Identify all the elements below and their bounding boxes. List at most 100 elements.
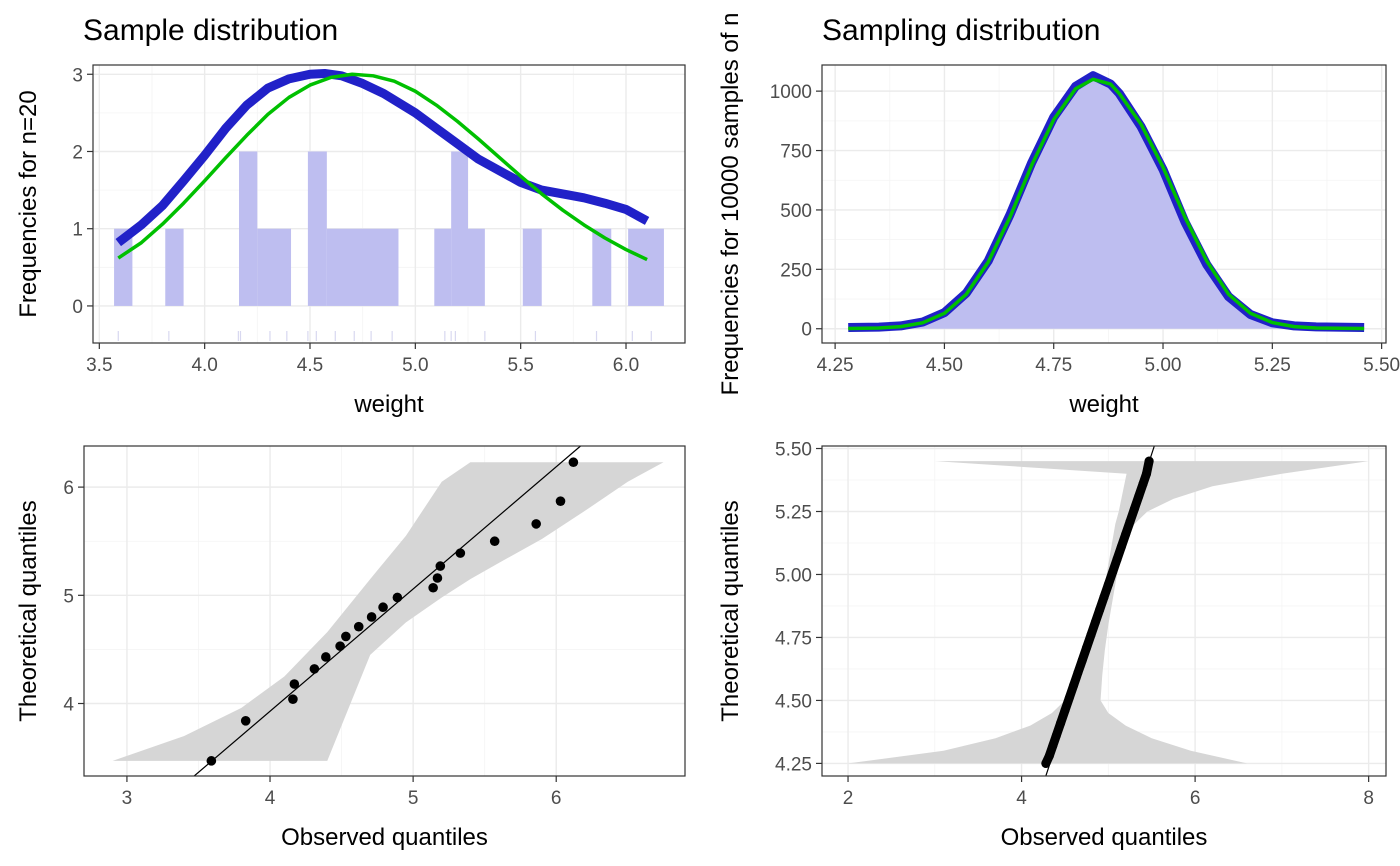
y-tick-label: 0 xyxy=(72,297,83,318)
histogram-area xyxy=(848,76,1365,329)
axes: 4.25 4.50 4.75 5.00 5.25 5.50 0 250 500 750 1000 xyxy=(770,82,1400,376)
data-point xyxy=(353,621,364,632)
x-tick-label: 6 xyxy=(551,788,562,809)
x-tick-label: 8 xyxy=(1363,788,1374,809)
data-point xyxy=(1142,469,1152,479)
data-point xyxy=(1056,718,1066,728)
x-axis-title: weight xyxy=(1068,391,1139,418)
data-point xyxy=(455,548,466,558)
y-tick-label: 0 xyxy=(801,320,812,341)
reference-line xyxy=(193,446,581,776)
rug xyxy=(117,331,652,341)
y-tick-label: 5.00 xyxy=(775,565,812,586)
data-point xyxy=(1051,731,1061,741)
data-point xyxy=(1069,680,1079,690)
y-axis-title: Frequencies for n=20 xyxy=(15,90,42,317)
y-tick-label: 1 xyxy=(72,220,83,241)
y-axis-title: Theoretical quantiles xyxy=(15,500,42,721)
panel-border xyxy=(821,64,1387,344)
data-point xyxy=(1048,741,1058,751)
x-tick-label: 2 xyxy=(843,788,854,809)
data-point xyxy=(1095,605,1105,615)
plot-content xyxy=(848,71,1365,333)
data-point xyxy=(531,519,541,529)
data-point xyxy=(335,641,345,651)
y-tick-label: 5 xyxy=(63,586,74,607)
histogram-bar xyxy=(468,228,485,306)
panel-border xyxy=(83,445,686,777)
x-axis-title: weight xyxy=(353,391,424,418)
data-point xyxy=(366,612,377,622)
data-point xyxy=(341,631,351,642)
data-point xyxy=(392,592,403,603)
data-point xyxy=(555,496,566,506)
axes: 3.5 4.0 4.5 5.0 5.5 6.0 0 1 2 3 xyxy=(72,65,639,376)
data-point xyxy=(1082,643,1092,653)
y-axis-title: Frequencies for 10000 samples of n xyxy=(717,13,744,396)
histogram-bar xyxy=(326,228,399,306)
histogram-bar xyxy=(451,151,469,306)
data-point xyxy=(1121,529,1131,539)
plot-content xyxy=(112,446,664,776)
data-point xyxy=(1144,456,1154,466)
data-point xyxy=(288,694,298,704)
sample-qq-panel: 3 4 5 6 4 5 6 Observed quantiles Theoretical qua… xyxy=(15,445,686,851)
x-tick-label: 4.5 xyxy=(297,355,323,376)
y-tick-label: 250 xyxy=(780,260,812,281)
data-point xyxy=(1090,617,1100,627)
x-tick-label: 5.25 xyxy=(1254,355,1291,376)
y-axis-title: Theoretical quantiles xyxy=(717,500,744,721)
data-point xyxy=(240,716,251,726)
x-tick-label: 5.50 xyxy=(1363,355,1400,376)
normal-fit-line xyxy=(117,72,648,262)
data-point xyxy=(321,652,331,662)
data-point xyxy=(206,756,217,766)
x-tick-label: 4.50 xyxy=(926,355,963,376)
data-point xyxy=(1103,580,1113,590)
histogram-bar xyxy=(628,228,664,306)
points xyxy=(206,457,579,766)
y-tick-label: 500 xyxy=(780,201,812,222)
histogram-bar xyxy=(434,228,452,306)
y-tick-label: 2 xyxy=(72,142,83,163)
data-point xyxy=(289,679,300,689)
data-point xyxy=(435,561,446,571)
x-tick-label: 5 xyxy=(408,788,419,809)
x-tick-label: 4 xyxy=(265,788,276,809)
histogram-bar xyxy=(238,151,258,306)
confidence-band xyxy=(848,461,1369,764)
x-tick-label: 4.0 xyxy=(191,355,217,376)
kernel-density-line xyxy=(115,68,650,247)
panel-title: Sampling distribution xyxy=(822,14,1100,47)
x-tick-label: 3 xyxy=(122,788,133,809)
x-axis-title: Observed quantiles xyxy=(281,824,488,851)
axes: 2 4 6 8 4.25 4.50 4.75 5.00 5.25 5.50 xyxy=(775,440,1374,809)
x-tick-label: 3.5 xyxy=(86,355,112,376)
y-tick-label: 750 xyxy=(780,142,812,163)
sampling-qq-panel: 2 4 6 8 4.25 4.50 4.75 5.00 5.25 5.50 Observed qua… xyxy=(717,440,1387,851)
sample-hist-panel: 3.5 4.0 4.5 5.0 5.5 6.0 0 1 2 3 weight Frequencies … xyxy=(15,14,686,418)
x-tick-label: 4.25 xyxy=(817,355,854,376)
x-axis-title: Observed quantiles xyxy=(1001,824,1208,851)
data-point xyxy=(428,582,438,593)
data-point xyxy=(1064,693,1074,703)
confidence-band xyxy=(112,462,664,761)
data-point xyxy=(1112,554,1122,564)
histogram-bar xyxy=(592,228,612,306)
data-point xyxy=(1060,706,1070,716)
plot-content xyxy=(848,446,1369,776)
panel-border xyxy=(821,445,1387,777)
data-point xyxy=(1099,592,1109,602)
axes: 3 4 5 6 4 5 6 xyxy=(63,478,561,809)
data-point xyxy=(1134,491,1144,501)
x-tick-label: 6 xyxy=(1190,788,1201,809)
data-point xyxy=(1125,517,1135,527)
data-point xyxy=(1086,630,1096,640)
y-tick-label: 5.50 xyxy=(775,440,812,461)
data-point xyxy=(1108,567,1118,577)
histogram-bar xyxy=(307,151,327,306)
data-point xyxy=(432,573,443,583)
x-tick-label: 5.00 xyxy=(1145,355,1182,376)
data-point xyxy=(1041,758,1051,768)
